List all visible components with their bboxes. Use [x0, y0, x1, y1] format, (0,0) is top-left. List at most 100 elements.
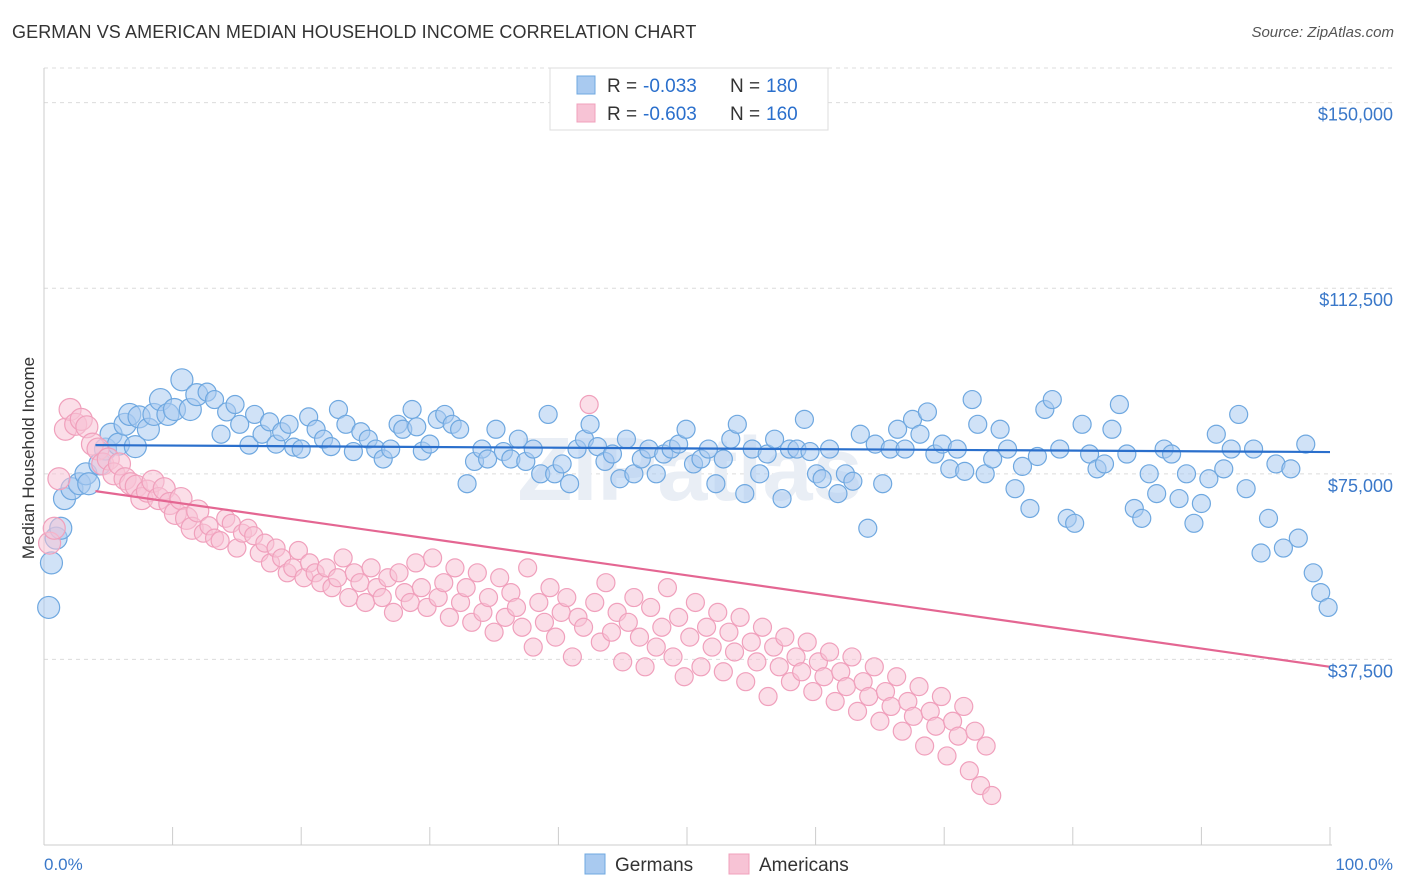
german-point — [1273, 538, 1294, 558]
american-point — [372, 587, 392, 608]
german-point — [997, 439, 1018, 459]
american-point — [836, 677, 856, 697]
german-point — [1132, 508, 1152, 528]
german-point — [381, 439, 401, 459]
american-point — [411, 578, 432, 598]
germans-points — [37, 368, 1338, 620]
german-point — [812, 469, 832, 489]
german-point — [1318, 597, 1338, 618]
american-point — [931, 686, 952, 707]
legend-r-value-americans: -0.603 — [643, 104, 697, 125]
american-point — [383, 602, 404, 622]
american-point — [562, 647, 582, 667]
german-point — [486, 419, 506, 439]
german-point — [794, 409, 815, 429]
german-point — [279, 414, 299, 434]
american-point — [669, 607, 689, 627]
american-point — [814, 667, 834, 687]
american-point — [618, 612, 638, 632]
american-point — [434, 573, 454, 593]
german-point — [843, 471, 863, 491]
german-point — [706, 474, 726, 494]
american-point — [546, 627, 566, 647]
german-point — [1221, 439, 1241, 459]
american-point — [741, 632, 761, 652]
american-point — [708, 602, 728, 622]
american-point — [976, 736, 996, 756]
american-point — [389, 563, 409, 583]
german-point — [676, 419, 696, 439]
x-ticks — [43, 827, 1331, 845]
y-tick-label: $150,000 — [1318, 105, 1393, 125]
american-point — [635, 657, 655, 677]
y-tick-label: $75,000 — [1328, 476, 1393, 496]
american-point — [803, 681, 823, 702]
american-point — [736, 672, 756, 692]
american-point — [752, 617, 773, 637]
legend-box: R = -0.033 N = 180 R = -0.603 N = 160 — [549, 67, 829, 131]
american-point — [490, 568, 510, 588]
german-point — [1161, 444, 1182, 464]
american-point — [713, 662, 733, 682]
american-point — [769, 657, 789, 677]
german-point — [917, 402, 938, 422]
german-point — [850, 424, 870, 444]
german-point — [1012, 456, 1033, 476]
german-point — [1065, 513, 1085, 533]
american-point — [484, 622, 504, 642]
german-point — [1206, 424, 1226, 444]
american-point — [915, 736, 935, 756]
american-point — [467, 563, 487, 583]
german-point — [858, 518, 878, 538]
german-point — [990, 419, 1010, 439]
german-point — [1281, 459, 1301, 479]
american-point — [926, 716, 946, 736]
american-point — [445, 558, 465, 578]
american-point — [573, 617, 594, 637]
american-point — [327, 568, 348, 588]
german-point — [1102, 419, 1122, 439]
german-point — [1243, 439, 1264, 459]
american-point — [696, 617, 717, 637]
german-point — [211, 424, 231, 444]
german-point — [230, 414, 250, 434]
american-point — [674, 667, 694, 687]
american-point — [864, 657, 884, 677]
german-point — [1236, 479, 1256, 499]
american-point — [887, 667, 907, 687]
german-point — [523, 439, 543, 459]
german-point — [772, 488, 792, 509]
american-point — [959, 761, 979, 781]
american-point — [797, 632, 817, 652]
american-point — [719, 622, 739, 642]
american-point — [691, 657, 711, 677]
german-point — [1094, 454, 1115, 474]
american-point — [518, 558, 538, 578]
german-point — [1147, 484, 1167, 504]
german-point — [1042, 389, 1062, 410]
american-point — [641, 597, 661, 618]
american-point — [422, 548, 443, 568]
german-point — [602, 444, 623, 464]
gridlines — [44, 67, 1395, 660]
american-point — [601, 622, 622, 642]
german-point — [910, 424, 930, 444]
american-point — [400, 592, 420, 613]
american-point — [881, 696, 901, 717]
american-point — [42, 516, 66, 540]
german-point — [552, 454, 572, 474]
american-point — [982, 785, 1002, 806]
legend-n-value-germans: 180 — [766, 76, 798, 97]
legend-r-label-americans: R = — [607, 104, 637, 125]
german-point — [204, 389, 225, 410]
german-point — [888, 419, 908, 439]
german-point — [1229, 404, 1249, 425]
german-point — [962, 389, 982, 410]
german-point — [735, 484, 755, 504]
bottom-legend-label-germans: Germans — [615, 855, 693, 876]
german-point — [538, 404, 558, 425]
american-point — [339, 587, 359, 608]
american-point — [361, 558, 381, 578]
american-point — [47, 467, 71, 491]
